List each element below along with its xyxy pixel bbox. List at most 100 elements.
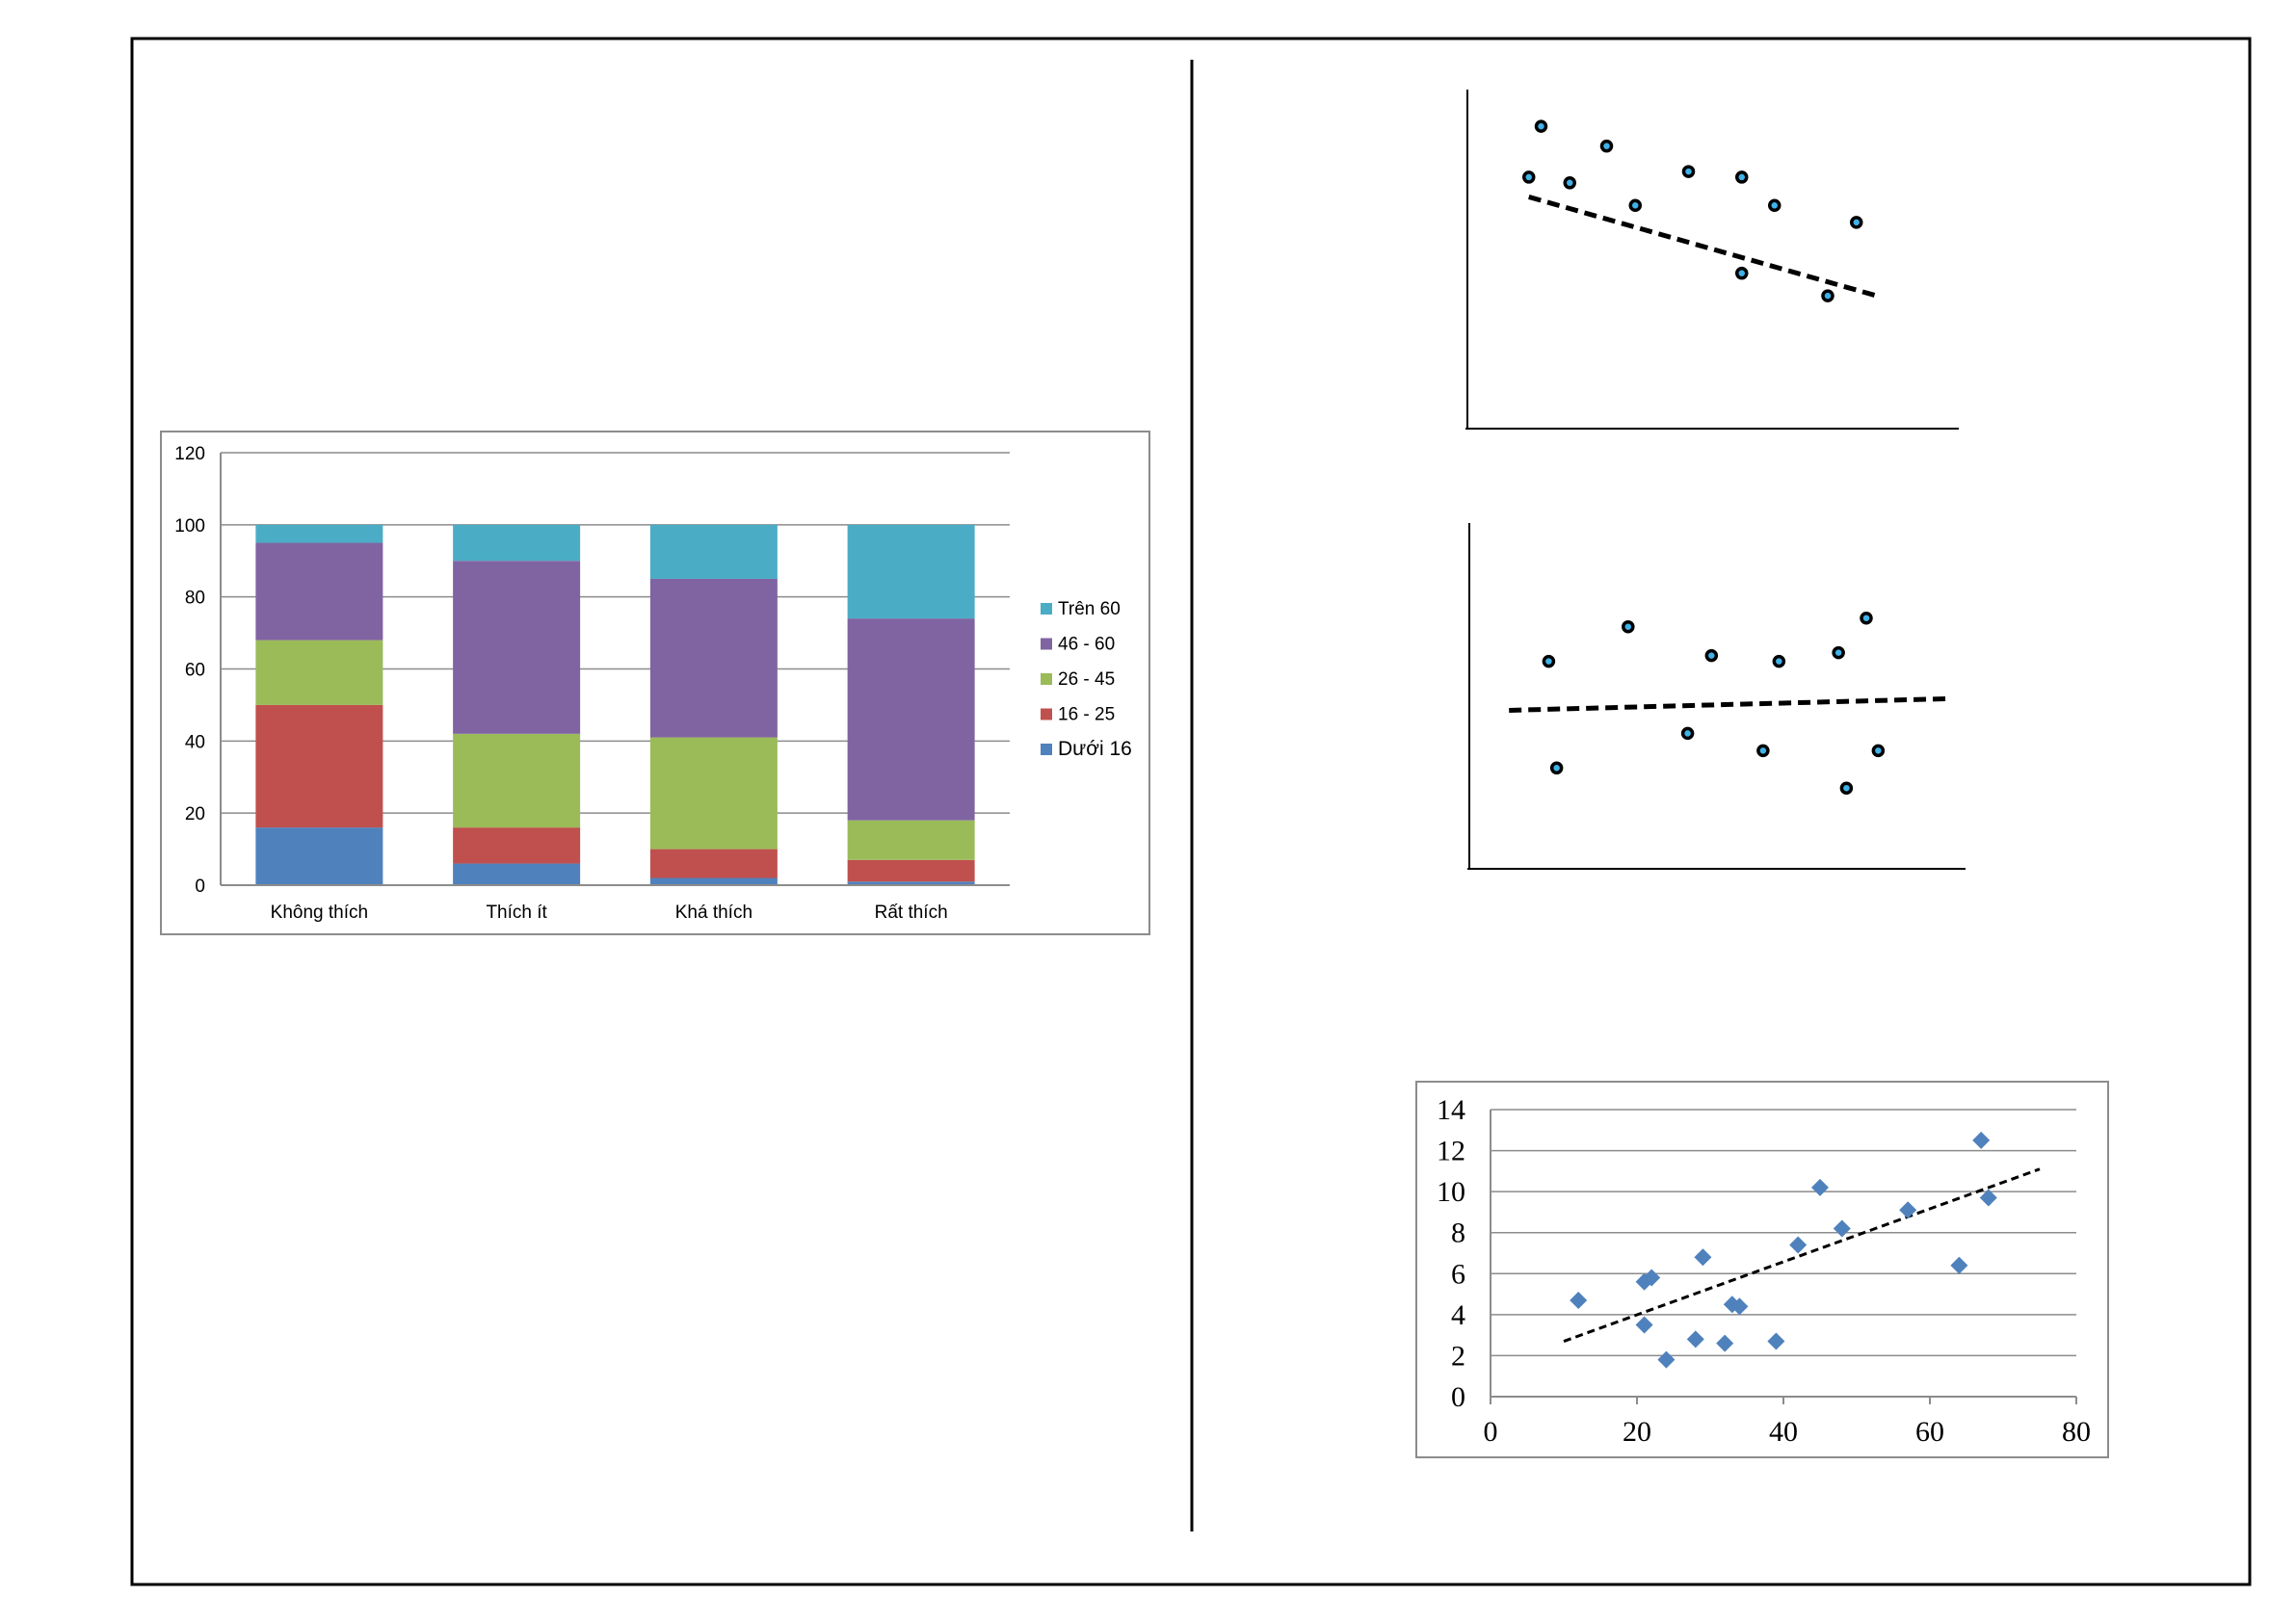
bar-segment <box>649 524 778 579</box>
data-point <box>1680 726 1695 741</box>
data-points <box>1570 1131 1997 1369</box>
x-tick-label: 60 <box>1915 1416 1944 1448</box>
legend-swatch <box>1041 638 1052 650</box>
bar-segment <box>453 827 581 864</box>
y-tick-label: 20 <box>185 804 205 825</box>
data-point <box>1850 216 1863 229</box>
y-tick-label: 14 <box>1437 1094 1465 1126</box>
data-point <box>1542 654 1556 668</box>
legend-label: Trên 60 <box>1058 599 1121 619</box>
y-tick-label: 0 <box>195 877 205 897</box>
bar-segment <box>453 524 581 562</box>
page-frame <box>130 37 2252 1586</box>
data-point <box>1534 119 1548 133</box>
legend-swatch <box>1041 744 1052 755</box>
data-point <box>1563 176 1576 190</box>
data-point <box>1643 1269 1661 1287</box>
x-tick-label: 80 <box>2062 1416 2091 1448</box>
data-point <box>1716 1334 1734 1352</box>
legend-label: 46 - 60 <box>1058 635 1115 655</box>
x-tick-label: Không thích <box>271 903 368 923</box>
scatter-chart-flat <box>1467 523 1966 870</box>
trendline <box>1528 195 1878 299</box>
data-point <box>1694 1248 1712 1267</box>
bar-segment <box>649 578 778 738</box>
data-point <box>1628 198 1642 213</box>
y-tick-label: 80 <box>185 589 205 609</box>
axes <box>1490 1110 2077 1404</box>
bar-segment <box>255 542 383 641</box>
data-point <box>1686 1330 1704 1348</box>
data-points <box>1542 611 1886 795</box>
y-tick-labels: 0 20 40 60 80 100 120 <box>174 444 205 897</box>
legend: Trên 60 46 - 60 26 - 45 16 - 25 Dưới 16 <box>1041 599 1132 760</box>
axes <box>220 453 1010 886</box>
y-tick-labels: 0 2 4 6 8 10 12 14 <box>1437 1094 1465 1413</box>
y-tick-label: 100 <box>174 516 205 537</box>
data-point <box>1979 1189 1997 1207</box>
x-tick-label: Khá thích <box>675 903 752 923</box>
data-point <box>1756 744 1770 758</box>
y-tick-label: 120 <box>174 444 205 464</box>
x-tick-label: 20 <box>1623 1416 1651 1448</box>
bar-segment <box>649 737 778 850</box>
legend-swatch <box>1041 603 1052 615</box>
data-point <box>1860 611 1873 625</box>
bar-stacks <box>255 524 975 885</box>
x-tick-label: Thích ít <box>486 903 547 923</box>
trendline <box>1563 1167 2041 1343</box>
trendline <box>1509 695 1946 713</box>
data-point <box>1549 761 1564 775</box>
bar-segment <box>255 524 383 543</box>
data-point <box>1972 1131 1991 1149</box>
x-tick-label: 40 <box>1769 1416 1798 1448</box>
data-point <box>1871 744 1886 758</box>
y-tick-label: 12 <box>1437 1136 1465 1167</box>
bar-segment <box>847 859 975 882</box>
bar-segment <box>847 881 975 885</box>
bar-segment <box>453 863 581 885</box>
y-tick-label: 40 <box>185 732 205 752</box>
bar-segment <box>649 849 778 878</box>
data-point <box>1950 1256 1968 1274</box>
x-tick-label: 0 <box>1484 1416 1498 1448</box>
y-tick-label: 6 <box>1451 1258 1465 1290</box>
data-point <box>1772 654 1786 668</box>
chart-frame <box>1415 1081 2109 1458</box>
legend-swatch <box>1041 673 1052 685</box>
x-tick-labels: 0 20 40 60 80 <box>1484 1416 2092 1448</box>
data-point <box>1704 648 1719 663</box>
bar-segment <box>649 877 778 885</box>
data-point <box>1899 1201 1917 1219</box>
y-tick-label: 0 <box>1451 1381 1465 1413</box>
data-point <box>1789 1236 1808 1254</box>
data-point <box>1681 165 1696 178</box>
data-point <box>1599 139 1614 153</box>
x-tick-label: Rất thích <box>875 903 948 923</box>
bar-segment <box>453 733 581 828</box>
bar-segment <box>453 561 581 734</box>
bar-segment <box>255 704 383 828</box>
data-points <box>1522 119 1863 302</box>
data-point <box>1522 170 1536 184</box>
legend-label: 26 - 45 <box>1058 669 1115 690</box>
trendline <box>1563 1167 2041 1343</box>
x-tick-labels: Không thích Thích ít Khá thích Rất thích <box>271 903 948 923</box>
y-tick-label: 8 <box>1451 1217 1465 1249</box>
data-point <box>1811 1178 1829 1196</box>
data-point <box>1570 1291 1588 1309</box>
scatter-chart-negative <box>1465 90 1959 430</box>
bar-segment <box>255 827 383 885</box>
stacked-bar-chart: 0 20 40 60 80 100 120 Không thích Thích ít Khá t… <box>160 431 1150 935</box>
data-point <box>1735 266 1749 280</box>
y-gridlines <box>1491 1109 2076 1357</box>
legend-swatch <box>1041 708 1052 720</box>
bar-segment <box>255 640 383 705</box>
data-point <box>1767 1332 1785 1350</box>
data-point <box>1768 198 1781 213</box>
data-point <box>1622 619 1635 634</box>
trendline <box>1528 195 1878 299</box>
y-tick-label: 4 <box>1451 1299 1465 1331</box>
y-tick-label: 10 <box>1437 1176 1465 1208</box>
